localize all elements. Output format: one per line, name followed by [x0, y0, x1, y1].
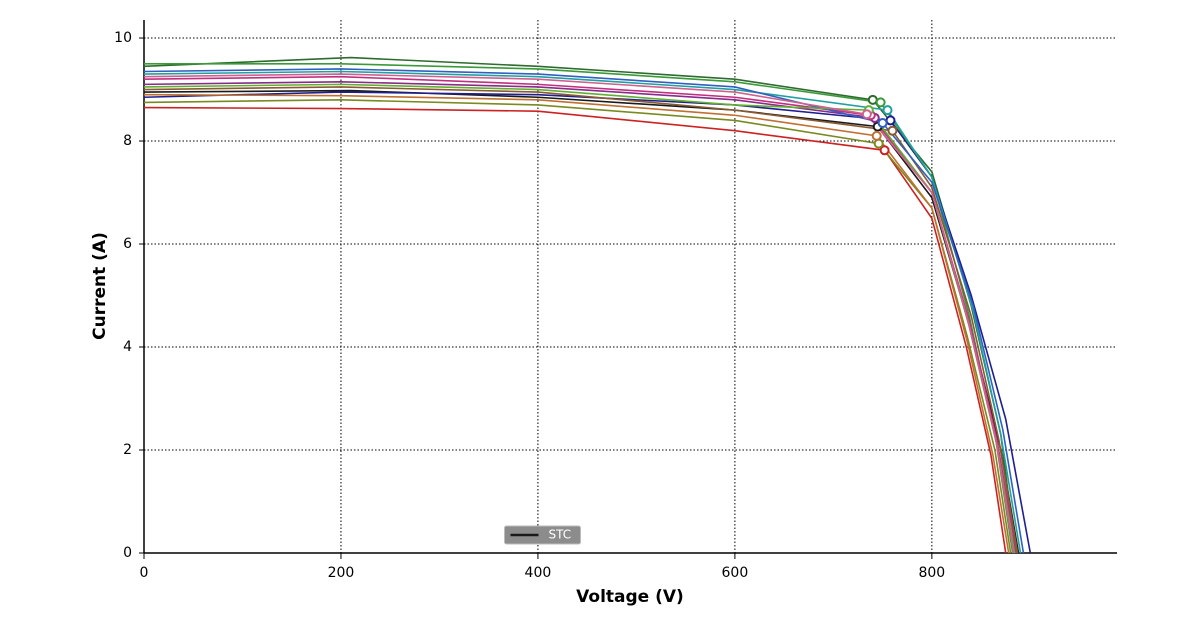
y-tick-label: 8 — [123, 133, 132, 149]
mpp-marker — [867, 94, 878, 105]
y-tick-label: 0 — [123, 545, 132, 561]
iv-curve — [143, 99, 1012, 554]
mpp-marker — [875, 97, 886, 108]
x-tick-label: 0 — [140, 565, 149, 581]
mpp-marker — [887, 125, 898, 136]
mpp-marker — [871, 130, 882, 141]
x-tick-label: 600 — [722, 565, 749, 581]
legend-box — [504, 525, 581, 545]
mpp-marker — [885, 115, 896, 126]
mpp-marker — [877, 117, 888, 128]
iv-curve — [143, 86, 1019, 554]
x-tick-label: 800 — [918, 565, 945, 581]
x-tick-label: 200 — [328, 565, 355, 581]
mpp-marker — [861, 109, 872, 120]
y-axis-title: Current (A) — [90, 232, 110, 340]
y-tick-label: 4 — [123, 339, 132, 355]
mpp-marker — [882, 105, 893, 116]
iv-curve — [143, 106, 1007, 554]
legend: STC — [504, 525, 581, 545]
iv-curve — [143, 93, 1010, 554]
y-tick-label: 6 — [123, 236, 132, 252]
iv-curve — [143, 89, 1020, 554]
y-tick-label: 2 — [123, 442, 132, 458]
y-tick-label: 10 — [114, 30, 132, 46]
iv-curve — [144, 62, 1014, 554]
legend-label: STC — [549, 528, 572, 542]
x-axis-title: Voltage (V) — [576, 587, 684, 607]
mpp-marker — [879, 145, 890, 156]
iv-curve — [143, 70, 1022, 554]
x-tick-label: 400 — [525, 565, 552, 581]
iv-curve — [143, 91, 1032, 554]
